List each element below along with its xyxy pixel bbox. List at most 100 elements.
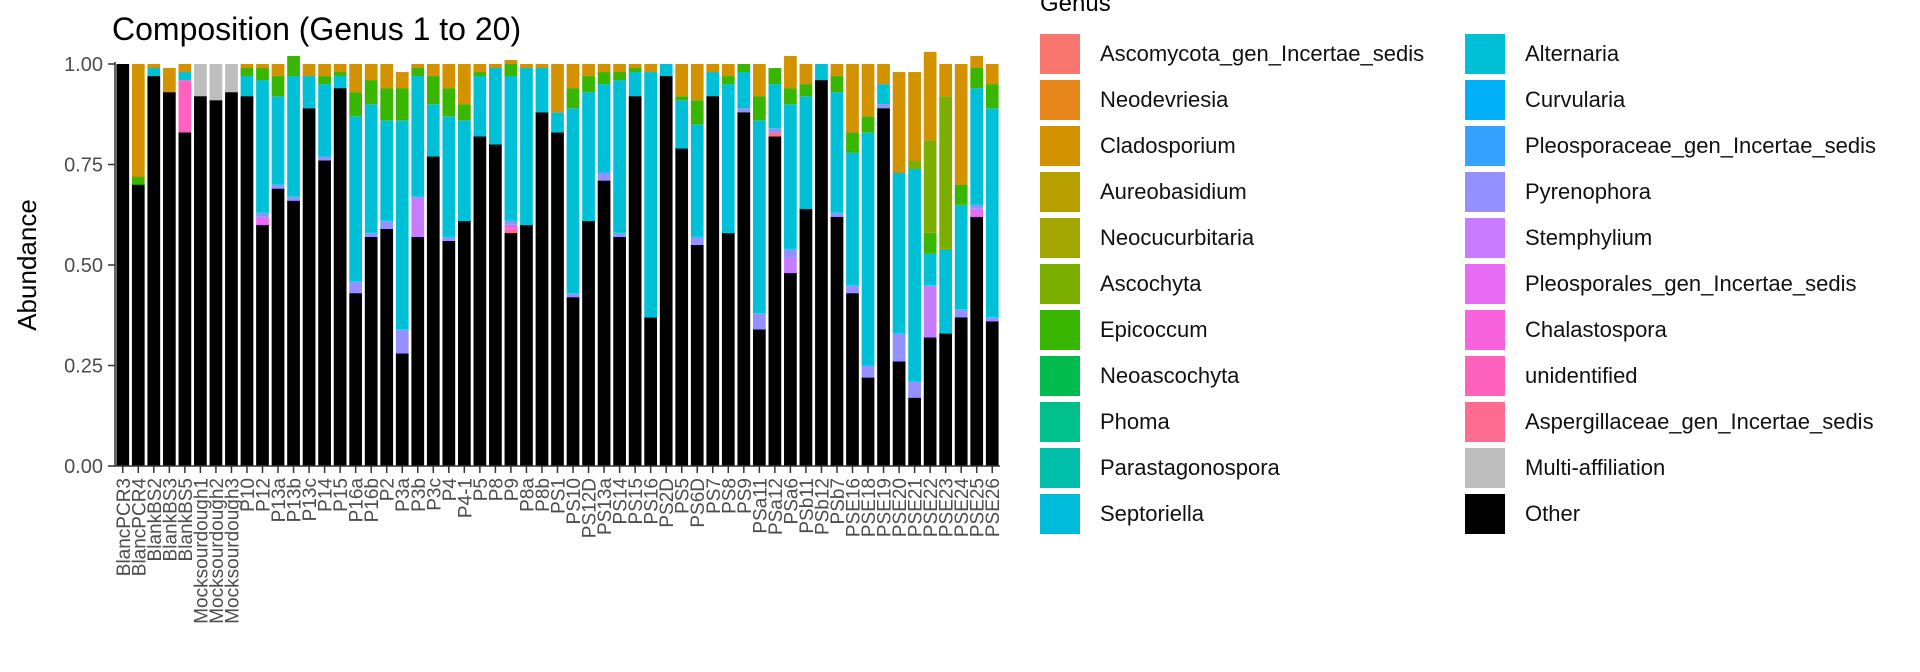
bar-segment	[923, 51, 937, 141]
x-tick-label: PSE19	[875, 478, 896, 537]
x-tick-label: PSa11	[750, 478, 771, 534]
bar-segment	[830, 212, 844, 217]
bar-segment	[302, 76, 316, 109]
bar-segment	[939, 64, 953, 97]
bar-segment	[147, 68, 161, 77]
bar-segment	[473, 64, 487, 73]
bar-segment	[628, 64, 642, 69]
bar-segment	[504, 220, 518, 225]
x-tick-label: PS13a	[595, 478, 616, 535]
bar-segment	[349, 116, 363, 282]
bar-segment	[426, 64, 440, 77]
bar-segment	[489, 68, 502, 145]
bar-segment	[752, 329, 766, 466]
legend-key	[1465, 448, 1505, 488]
bar-segment	[613, 72, 626, 81]
bar-segment	[442, 64, 456, 89]
bar-segment	[908, 160, 921, 169]
bar-segment	[970, 68, 984, 89]
bar-segment	[489, 64, 502, 69]
legend-label: Neodevriesia	[1100, 87, 1229, 112]
bar-segment	[846, 132, 859, 153]
bar-segment	[752, 120, 766, 314]
bar-segment	[923, 252, 937, 286]
bar-segment	[721, 84, 735, 233]
legend-label: Pleosporales_gen_Incertae_sedis	[1525, 271, 1857, 296]
x-tick-label: PSb11	[797, 478, 818, 534]
bar-segment	[551, 64, 564, 113]
bar-segment	[877, 64, 890, 85]
legend-item: Phoma	[1040, 400, 1170, 444]
x-tick-label: P14	[316, 478, 337, 512]
bar-segment	[302, 108, 316, 466]
legend-item: Cladosporium	[1040, 124, 1236, 168]
bar-segment	[566, 108, 580, 294]
bar-segment	[411, 196, 425, 237]
bar-segment	[271, 76, 285, 97]
bar-segment	[240, 64, 254, 69]
x-tick-label: PS8	[719, 478, 740, 514]
legend-key	[1040, 448, 1080, 488]
bar-segment	[457, 104, 471, 121]
bar-segment	[597, 180, 611, 466]
bar-segment	[318, 156, 331, 161]
bar-segment	[768, 68, 782, 85]
legend-item: Parastagonospora	[1040, 446, 1280, 490]
bar-segment	[147, 64, 161, 69]
legend-item: Epicoccum	[1040, 308, 1208, 352]
legend-item: Ascochyta	[1040, 262, 1202, 306]
legend-label: Aureobasidium	[1100, 179, 1247, 204]
bar-segment	[830, 92, 844, 213]
bar-segment	[954, 317, 968, 466]
bar-segment	[613, 64, 626, 73]
x-tick-label: P12	[254, 478, 275, 512]
legend-label: Stemphylium	[1525, 225, 1653, 250]
x-tick-label: PSE25	[968, 478, 989, 537]
bar-segment	[939, 248, 953, 334]
x-tick-label: BlancPCR3	[114, 478, 135, 576]
bar-segment	[846, 152, 859, 286]
legend-key	[1040, 356, 1080, 396]
legend-item: Multi-affiliation	[1465, 446, 1665, 490]
bar-segment	[908, 381, 921, 398]
bar-segment	[287, 55, 300, 77]
legend-key	[1465, 402, 1505, 442]
legend-key	[1040, 494, 1080, 534]
bar-segment	[582, 220, 595, 466]
bar-segment	[256, 224, 269, 466]
x-tick-label: P4-1	[455, 478, 476, 518]
x-tick-label: Mocksourdough3	[222, 478, 243, 624]
bar-segment	[178, 72, 192, 81]
x-tick-label: P13a	[269, 478, 290, 523]
legend-item: Alternaria	[1465, 32, 1619, 76]
bar-segment	[551, 112, 564, 133]
legend-key	[1040, 126, 1080, 166]
legend-key	[1465, 172, 1505, 212]
legend-key	[1465, 310, 1505, 350]
x-tick-label: P2	[378, 478, 399, 501]
bar-segment	[225, 92, 238, 466]
bar-segment	[784, 88, 797, 105]
bar-segment	[225, 64, 238, 93]
bar-segment	[939, 333, 953, 466]
bar-segment	[628, 72, 642, 97]
legend-item: Aspergillaceae_gen_Incertae_sedis	[1465, 400, 1874, 444]
bar-segment	[613, 236, 626, 466]
bar-segment	[815, 80, 828, 466]
bar-segment	[597, 72, 611, 85]
y-tick-label: 0.25	[64, 356, 103, 378]
legend-key	[1465, 356, 1505, 396]
bar-segment	[287, 76, 300, 197]
x-axis: BlancPCR3BlancPCR4BlankBS2BlankBS3BlankB…	[114, 465, 1004, 624]
bar-segment	[116, 64, 130, 466]
x-tick-label: PS7	[704, 478, 725, 514]
x-tick-label: Mocksourdough2	[207, 478, 228, 624]
bar-segment	[675, 148, 689, 467]
chart-title: Composition (Genus 1 to 20)	[112, 11, 521, 47]
bar-segment	[504, 228, 518, 233]
bar-segment	[985, 317, 999, 322]
bar-segment	[271, 188, 285, 466]
bar-segment	[271, 64, 285, 77]
bar-segment	[318, 84, 331, 157]
